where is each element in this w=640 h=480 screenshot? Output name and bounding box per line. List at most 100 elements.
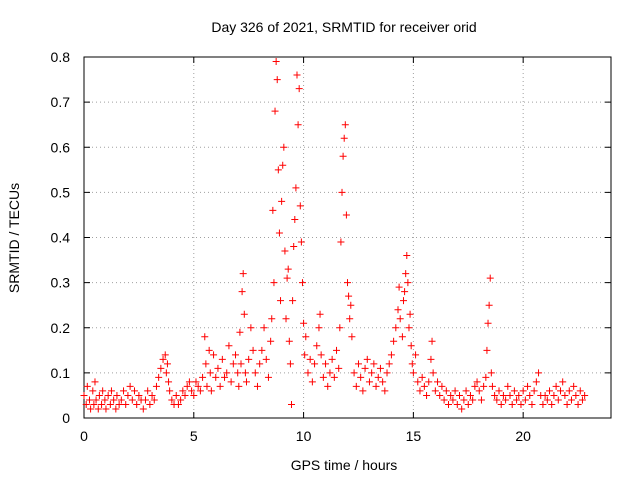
data-point [291,215,299,223]
data-point [396,315,404,323]
data-point [126,382,134,390]
data-point [99,387,107,395]
data-point [150,396,158,404]
data-point [251,369,259,377]
data-point [556,387,564,395]
x-axis-label: GPS time / hours [291,457,398,473]
data-point [508,400,516,408]
data-point [460,396,468,404]
data-point [284,265,292,273]
data-point [425,378,433,386]
data-point [225,342,233,350]
data-point [546,387,554,395]
grid [84,57,611,418]
data-point [486,274,494,282]
data-point [513,396,521,404]
data-point [212,373,220,381]
data-point [480,382,488,390]
data-point [162,369,170,377]
data-point [524,382,532,390]
data-point [106,400,114,408]
y-tick-label: 0.2 [51,320,71,336]
data-point [543,396,551,404]
data-point [412,351,420,359]
data-point [300,319,308,327]
data-point [581,391,589,399]
data-point [515,391,523,399]
data-point [206,369,214,377]
data-point [174,400,182,408]
data-point [466,391,474,399]
data-point [363,355,371,363]
data-point [163,360,171,368]
data-point [202,360,210,368]
data-point [161,351,169,359]
data-point [354,360,362,368]
data-point [179,387,187,395]
data-point [416,387,424,395]
data-point [192,378,200,386]
data-point [133,400,141,408]
data-point [94,405,102,413]
data-point [313,342,321,350]
data-point [405,324,413,332]
data-point [239,270,247,278]
data-point [495,387,503,395]
data-point [98,400,106,408]
data-point [278,197,286,205]
data-point [440,396,448,404]
data-point [183,382,191,390]
x-tick-label: 15 [406,428,422,444]
chart-title: Day 326 of 2021, SRMTID for receiver ori… [211,19,476,35]
data-point [368,369,376,377]
data-point [234,369,242,377]
data-point [497,400,505,408]
data-point [159,355,167,363]
data-point [294,121,302,129]
data-point [408,360,416,368]
data-point [548,400,556,408]
data-point [442,387,450,395]
data-point [155,373,163,381]
data-point [181,391,189,399]
data-point [550,391,558,399]
data-point [288,400,296,408]
data-point [357,373,365,381]
data-point [122,400,130,408]
data-point [338,188,346,196]
data-point [253,382,261,390]
data-point [324,382,332,390]
data-point [344,279,351,287]
data-point [361,364,369,372]
data-point [223,369,231,377]
data-point [473,378,481,386]
data-point [565,387,573,395]
data-point [342,211,350,219]
data-point [317,351,325,359]
data-point [196,387,204,395]
data-point [504,382,512,390]
x-tick-label: 0 [80,428,88,444]
data-point [272,58,280,66]
data-point [92,396,100,404]
data-point [376,364,384,372]
data-point [207,387,215,395]
data-point [256,360,264,368]
data-point [293,71,301,79]
data-point [165,378,173,386]
data-point [491,391,499,399]
data-point [85,396,93,404]
data-point [286,360,294,368]
data-point [260,324,268,332]
data-point [131,387,139,395]
data-point [399,297,407,305]
y-tick-label: 0.3 [51,275,71,291]
data-point [526,391,534,399]
data-point [214,364,222,372]
data-point [418,373,426,381]
data-point [370,360,378,368]
y-tick-label: 0.7 [51,94,71,110]
data-point [148,391,156,399]
data-point [328,355,336,363]
